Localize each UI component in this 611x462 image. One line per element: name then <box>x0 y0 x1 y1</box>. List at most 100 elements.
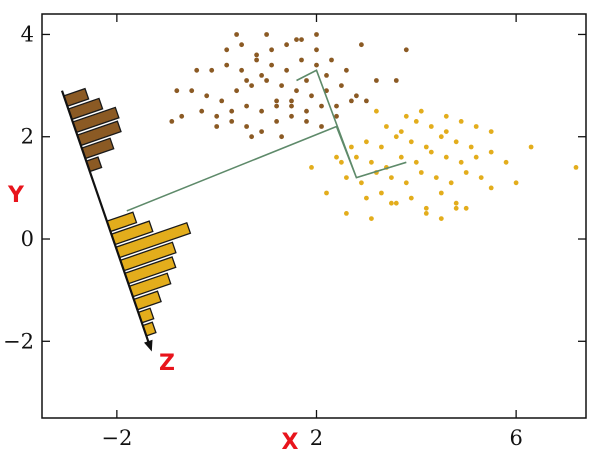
x-tick-label: 6 <box>509 426 522 450</box>
class-a-point <box>359 42 364 48</box>
class-b-point <box>443 129 449 135</box>
projection-line <box>126 69 407 212</box>
class-a-point <box>309 93 314 99</box>
class-b-point <box>403 180 409 186</box>
class-b-point <box>309 165 314 170</box>
class-b-point <box>408 139 414 145</box>
class-b-point <box>408 195 414 201</box>
class-b-point <box>443 154 449 160</box>
class-b-point <box>433 175 439 181</box>
class-a-point <box>244 103 250 109</box>
class-a-point <box>289 113 294 119</box>
class-b-point <box>389 175 394 181</box>
class-a-histogram <box>62 87 122 173</box>
class-b-point <box>389 200 394 206</box>
class-a-point <box>334 113 339 119</box>
class-a-point <box>239 42 245 48</box>
class-b-point <box>364 195 369 201</box>
class-a-point <box>244 78 250 83</box>
class-a-point <box>314 47 319 53</box>
class-b-point <box>344 175 349 181</box>
class-b-point <box>488 149 494 155</box>
class-a-point <box>249 83 255 88</box>
class-a-point <box>229 108 235 114</box>
class-a-point <box>209 67 215 73</box>
class-b-point <box>344 211 349 216</box>
class-a-point <box>279 134 284 140</box>
class-a-point <box>279 83 284 88</box>
class-a-point <box>264 32 269 37</box>
class-b-point <box>369 216 374 222</box>
class-b-point <box>413 159 419 165</box>
z-axis-label: Z <box>159 351 175 376</box>
class-a-point <box>224 62 230 68</box>
class-b-point <box>438 134 444 140</box>
class-a-point <box>354 93 359 99</box>
class-a-point <box>214 113 220 119</box>
class-b-point <box>473 154 479 160</box>
class-b-point <box>453 139 459 145</box>
class-b-point <box>379 190 384 196</box>
class-a-point <box>319 103 324 109</box>
class-b-point <box>423 211 429 216</box>
class-a-point <box>299 57 304 63</box>
class-a-point <box>259 108 264 114</box>
class-b-point <box>428 124 434 129</box>
class-b-point <box>488 129 494 135</box>
class-a-point <box>234 88 240 94</box>
class-b-point <box>458 159 464 165</box>
class-a-point <box>284 67 289 73</box>
class-a-point <box>269 47 274 53</box>
class-a-point <box>319 124 324 129</box>
class-b-point <box>364 139 369 145</box>
class-b-point <box>354 154 359 160</box>
class-a-point <box>344 67 349 73</box>
class-b-point <box>398 129 404 135</box>
class-b-point <box>384 124 389 129</box>
z-axis-arrowhead <box>144 339 153 352</box>
class-b-point <box>528 144 534 150</box>
class-a-point <box>274 98 279 104</box>
class-a-point <box>299 37 304 42</box>
x-axis-label: X <box>282 430 299 455</box>
x-ticks: −2 2 6 <box>101 14 523 450</box>
class-a-point <box>239 67 245 73</box>
class-b-point <box>453 205 459 211</box>
class-a-point <box>259 73 264 78</box>
class-b-point <box>458 119 464 124</box>
class-a-point <box>349 98 354 104</box>
class-b-point <box>374 108 379 114</box>
y-tick-label: 4 <box>21 22 34 46</box>
class-a-point <box>294 88 299 94</box>
class-b-point <box>324 190 329 196</box>
x-tick-label: −2 <box>101 426 132 450</box>
class-a-point <box>274 103 279 109</box>
class-a-point <box>204 93 210 99</box>
y-tick-label: 2 <box>21 125 34 149</box>
class-a-point <box>194 67 200 73</box>
class-b-point <box>463 170 469 175</box>
class-a-point <box>304 119 309 124</box>
plot-frame <box>41 13 587 419</box>
class-b-point <box>443 113 449 119</box>
class-a-point <box>314 62 319 68</box>
y-axis-label: Y <box>7 183 25 208</box>
class-a-point <box>169 119 175 124</box>
class-b-point <box>478 175 484 181</box>
class-a-point <box>294 37 299 42</box>
class-a-point <box>249 134 255 140</box>
class-b-point <box>403 113 409 119</box>
class-b-histogram <box>106 211 192 337</box>
class-b-point <box>423 144 429 150</box>
class-b-points <box>309 108 579 222</box>
class-a-point <box>339 83 344 88</box>
class-a-point <box>214 124 220 129</box>
class-b-point <box>428 149 434 155</box>
class-b-point <box>398 154 404 160</box>
class-a-point <box>289 103 294 109</box>
y-tick-label: −2 <box>3 329 34 353</box>
class-a-point <box>174 88 180 94</box>
class-a-point <box>393 78 399 83</box>
class-a-point <box>179 113 185 119</box>
